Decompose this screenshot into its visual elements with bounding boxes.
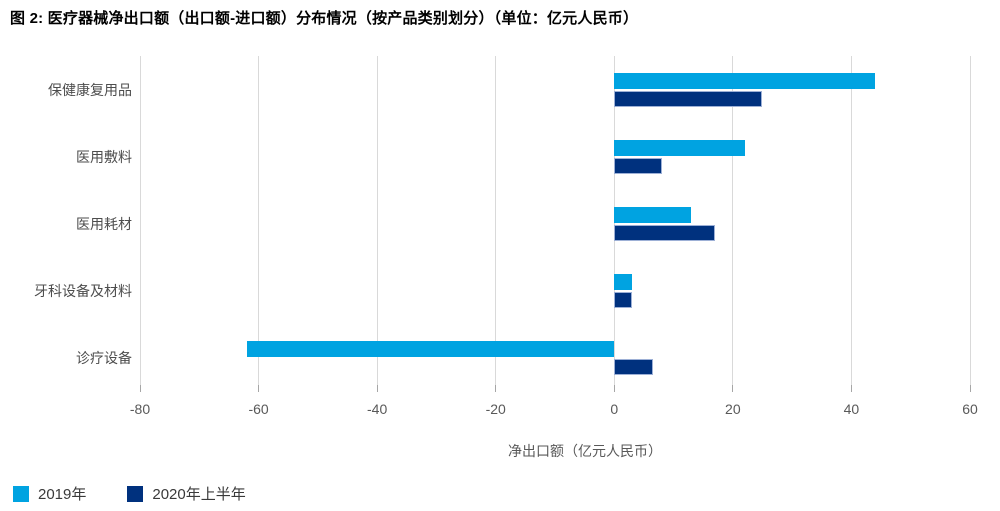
bar-2019年-牙科设备及材料: [614, 274, 633, 291]
legend-label: 2020年上半年: [152, 486, 246, 503]
x-tick-label: -40: [367, 401, 388, 417]
axis-tick: [258, 385, 260, 392]
legend-color-swatch: [127, 485, 144, 502]
gridline: [969, 56, 971, 392]
bar-2019年-保健康复用品: [614, 72, 876, 89]
category-label: 医用耗材: [76, 216, 132, 232]
category-label: 保健康复用品: [48, 81, 132, 98]
category-label: 诊疗设备: [76, 350, 132, 367]
x-tick-label: -20: [485, 401, 506, 417]
axis-tick: [969, 385, 971, 392]
legend-label: 2019年: [38, 486, 87, 503]
bar-2020年上半年-保健康复用品: [614, 90, 763, 107]
axis-tick: [139, 385, 141, 392]
bar-2019年-医用耗材: [614, 207, 692, 223]
gridline: [732, 56, 734, 392]
gridline: [258, 56, 260, 392]
legend-color-swatch: [13, 485, 29, 502]
x-tick-label: 40: [843, 401, 860, 417]
bar-2020年上半年-牙科设备及材料: [614, 292, 633, 309]
bar-2019年-医用敷料: [614, 139, 745, 156]
category-label: 医用敷料: [76, 148, 132, 165]
gridline: [139, 56, 141, 392]
legend-item-1: 2020年上半年: [127, 483, 246, 504]
category-label: 牙科设备及材料: [34, 283, 132, 300]
axis-tick: [850, 385, 852, 392]
gridline: [495, 56, 497, 392]
bar-2020年上半年-医用敷料: [614, 157, 662, 174]
legend: 2019年 2020年上半年: [13, 483, 246, 504]
gridline: [376, 56, 378, 392]
bar-2019年-诊疗设备: [246, 341, 615, 358]
gridline: [850, 56, 852, 392]
x-tick-label: 0: [610, 401, 619, 417]
x-tick-label: -80: [129, 401, 151, 417]
axis-tick: [376, 385, 378, 392]
axis-tick: [613, 385, 615, 392]
bar-2020年上半年-诊疗设备: [614, 359, 653, 376]
chart-title: 图 2: 医疗器械净出口额（出口额-进口额）分布情况（按产品类别划分）（单位：亿…: [10, 10, 639, 27]
axis-tick: [732, 385, 734, 392]
x-tick-label: 20: [725, 401, 741, 417]
x-tick-label: 60: [962, 401, 978, 417]
gridline: [613, 56, 615, 392]
x-tick-label: -60: [248, 401, 269, 417]
x-axis-label: 净出口额（亿元人民币）: [508, 443, 662, 459]
bar-2020年上半年-医用耗材: [614, 225, 716, 241]
axis-tick: [495, 385, 497, 392]
legend-item-0: 2019年: [13, 483, 86, 504]
